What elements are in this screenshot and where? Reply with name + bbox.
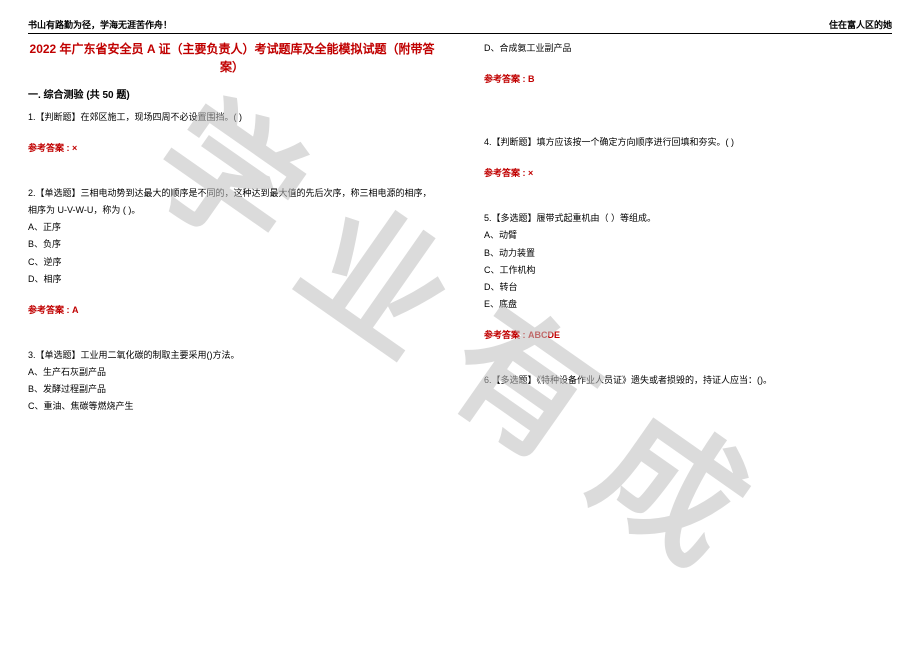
doc-title: 2022 年广东省安全员 A 证（主要负责人）考试题库及全能模拟试题（附带答 案…: [28, 40, 436, 76]
title-line-2: 案）: [220, 60, 244, 74]
question-2: 2.【单选题】三相电动势到达最大的顺序是不同的，这种达到最大值的先后次序，称三相…: [28, 185, 436, 319]
q2-line1: 2.【单选题】三相电动势到达最大的顺序是不同的，这种达到最大值的先后次序，称三相…: [28, 188, 432, 198]
q3-answer: 参考答案 : B: [484, 71, 892, 88]
header-left: 书山有路勤为径，学海无涯苦作舟！: [28, 18, 172, 31]
q2-opt-c: C、逆序: [28, 254, 436, 271]
question-1: 1.【判断题】在郊区施工，现场四周不必设置围挡。( ) 参考答案 : ×: [28, 109, 436, 157]
q2-opt-a: A、正序: [28, 219, 436, 236]
header-right: 住在富人区的她: [829, 18, 892, 31]
section-heading: 一. 综合测验 (共 50 题): [28, 86, 436, 101]
header: 书山有路勤为径，学海无涯苦作舟！ 住在富人区的她: [28, 18, 892, 34]
question-6: 6.【多选题】《特种设备作业人员证》遗失或者损毁的，持证人应当：()。: [484, 372, 892, 389]
q2-opt-b: B、负序: [28, 236, 436, 253]
right-column: D、合成氨工业副产品 参考答案 : B 4.【判断题】填方应该按一个确定方向顺序…: [484, 40, 892, 415]
q3-opt-d: D、合成氨工业副产品: [484, 40, 892, 57]
title-line-1: 2022 年广东省安全员 A 证（主要负责人）考试题库及全能模拟试题（附带答: [30, 42, 435, 56]
q5-opt-a: A、动臂: [484, 227, 892, 244]
q4-answer: 参考答案 : ×: [484, 165, 892, 182]
question-5: 5.【多选题】履带式起重机由（ ）等组成。 A、动臂 B、动力装置 C、工作机构…: [484, 210, 892, 344]
q1-answer: 参考答案 : ×: [28, 140, 436, 157]
q3-stem: 3.【单选题】工业用二氧化碳的制取主要采用()方法。: [28, 350, 240, 360]
page: 书山有路勤为径，学海无涯苦作舟！ 住在富人区的她 2022 年广东省安全员 A …: [0, 0, 920, 651]
q3-opt-b: B、发酵过程副产品: [28, 381, 436, 398]
q5-opt-b: B、动力装置: [484, 245, 892, 262]
q2-opt-d: D、相序: [28, 271, 436, 288]
question-3: 3.【单选题】工业用二氧化碳的制取主要采用()方法。 A、生产石灰副产品 B、发…: [28, 347, 436, 415]
q6-stem: 6.【多选题】《特种设备作业人员证》遗失或者损毁的，持证人应当：()。: [484, 375, 772, 385]
q3-opt-a: A、生产石灰副产品: [28, 364, 436, 381]
columns: 2022 年广东省安全员 A 证（主要负责人）考试题库及全能模拟试题（附带答 案…: [28, 40, 892, 415]
q2-line2: 相序为 U-V-W-U，称为 ( )。: [28, 205, 140, 215]
q5-stem: 5.【多选题】履带式起重机由（ ）等组成。: [484, 213, 656, 223]
q5-opt-d: D、转台: [484, 279, 892, 296]
question-3-cont: D、合成氨工业副产品 参考答案 : B: [484, 40, 892, 88]
q4-stem: 4.【判断题】填方应该按一个确定方向顺序进行回填和夯实。( ): [484, 137, 734, 147]
q5-opt-c: C、工作机构: [484, 262, 892, 279]
q3-opt-c: C、重油、焦碳等燃烧产生: [28, 398, 436, 415]
q5-answer: 参考答案 : ABCDE: [484, 327, 892, 344]
spacer: [484, 116, 892, 134]
q2-answer: 参考答案 : A: [28, 302, 436, 319]
question-4: 4.【判断题】填方应该按一个确定方向顺序进行回填和夯实。( ) 参考答案 : ×: [484, 134, 892, 182]
q1-stem: 1.【判断题】在郊区施工，现场四周不必设置围挡。( ): [28, 112, 242, 122]
q5-opt-e: E、底盘: [484, 296, 892, 313]
left-column: 2022 年广东省安全员 A 证（主要负责人）考试题库及全能模拟试题（附带答 案…: [28, 40, 436, 415]
